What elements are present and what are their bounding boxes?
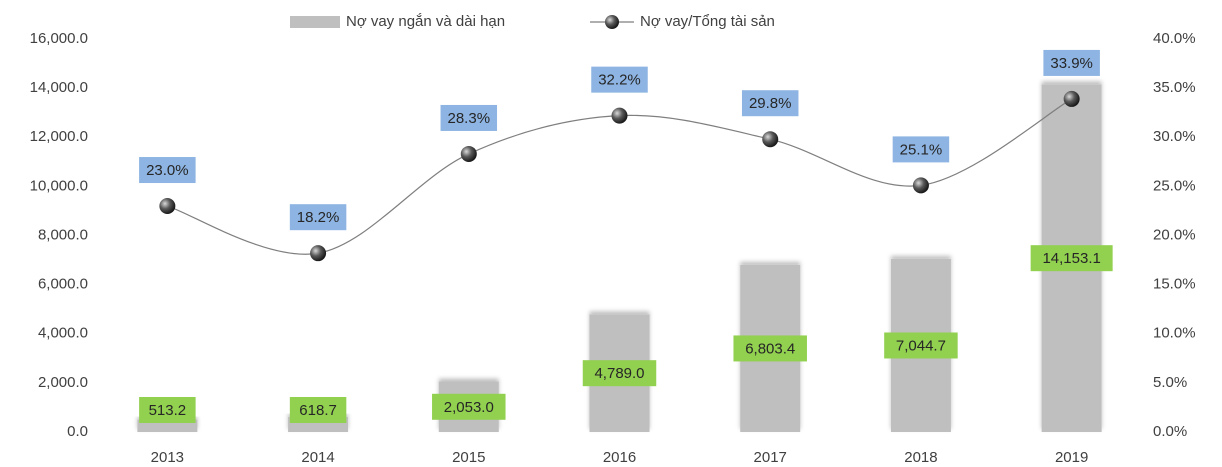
x-tick-label: 2015 [452,449,485,466]
bar-data-label: 14,153.1 [1042,250,1100,267]
y-tick-label: 10,000.0 [30,177,88,194]
line-data-label: 32.2% [598,72,641,89]
y-tick-label: 0.0 [67,423,88,440]
bar-data-label-bg [733,335,807,362]
legend-swatch [290,16,340,28]
y2-tick-label: 30.0% [1153,128,1196,145]
bar-data-label-bg [884,332,958,359]
line-data-label-bg [440,104,498,131]
y2-tick-label: 15.0% [1153,276,1196,293]
y-tick-label: 2,000.0 [38,374,88,391]
line-marker [611,107,628,124]
bar-data-label: 4,789.0 [594,365,644,382]
legend-label: Nợ vay ngắn và dài hạn [346,13,505,30]
y-tick-label: 6,000.0 [38,276,88,293]
bar-data-label-bg [582,360,657,387]
bar-data-label: 513.2 [149,402,187,419]
y2-tick-label: 35.0% [1153,79,1196,96]
y2-tick-label: 10.0% [1153,325,1196,342]
x-tick-label: 2014 [301,449,334,466]
line-data-label: 18.2% [297,209,340,226]
bar-data-label-bg [432,393,506,420]
line-marker [159,198,176,215]
y-tick-label: 12,000.0 [30,128,88,145]
line-marker [460,145,477,162]
line-data-label: 28.3% [448,110,491,127]
y-tick-label: 4,000.0 [38,325,88,342]
x-tick-label: 2016 [603,449,636,466]
y2-tick-label: 25.0% [1153,177,1196,194]
bar-data-label: 618.7 [299,402,337,419]
bar-data-label: 6,803.4 [745,340,795,357]
y-tick-label: 8,000.0 [38,226,88,243]
x-tick-label: 2017 [754,449,787,466]
line-data-label: 25.1% [900,141,943,158]
legend-marker [605,15,619,29]
bar-data-label: 2,053.0 [444,399,494,416]
line-marker [912,177,929,194]
line-marker [310,245,327,262]
x-tick-label: 2013 [151,449,184,466]
line-data-label-bg [139,157,196,184]
y2-tick-label: 0.0% [1153,423,1187,440]
legend-label: Nợ vay/Tổng tài sản [640,13,775,30]
bar-data-label-bg [139,397,196,423]
y-tick-label: 16,000.0 [30,30,88,47]
line-marker [762,131,779,148]
y2-tick-label: 5.0% [1153,374,1187,391]
y2-tick-label: 20.0% [1153,226,1196,243]
bar-data-label: 7,044.7 [896,337,946,354]
line-data-label: 29.8% [749,95,792,112]
line-data-label-bg [289,204,347,231]
line-data-label-bg [741,90,799,117]
bar-data-label-bg [289,397,347,423]
line-data-label-bg [892,136,950,163]
y-tick-label: 14,000.0 [30,79,88,96]
line-data-label: 23.0% [146,162,189,179]
y2-tick-label: 40.0% [1153,30,1196,47]
line-data-label: 33.9% [1050,55,1093,72]
line-data-label-bg [1043,49,1100,76]
x-tick-label: 2018 [904,449,937,466]
line-data-label-bg [591,66,648,93]
line-marker [1063,90,1080,107]
bar-data-label-bg [1030,245,1113,272]
x-tick-label: 2019 [1055,449,1088,466]
